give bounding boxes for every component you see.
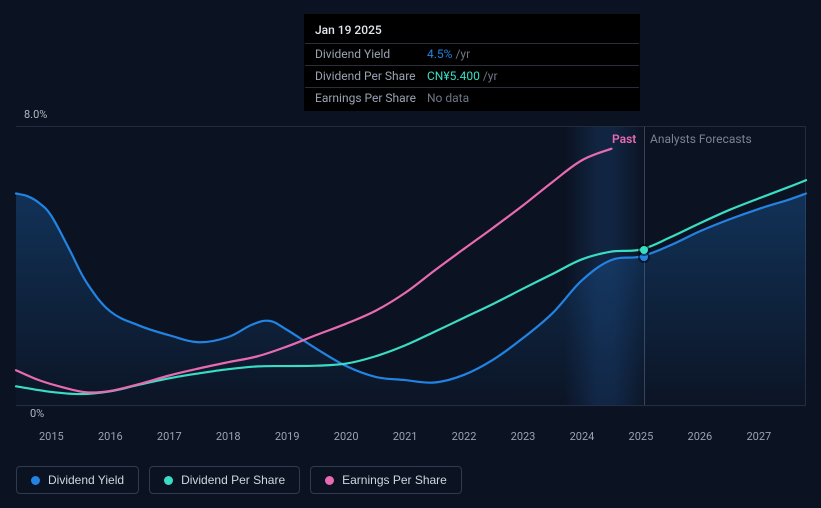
tooltip-date: Jan 19 2025 bbox=[305, 21, 639, 43]
x-tick-label: 2023 bbox=[511, 430, 536, 443]
chart-container: 8.0% 0% Past Analysts Forecasts 2015 2016… bbox=[0, 0, 821, 508]
legend-toggle-button[interactable]: Dividend Per Share bbox=[149, 466, 300, 494]
tooltip-row-label: Dividend Yield bbox=[315, 46, 427, 63]
x-tick-label: 2019 bbox=[275, 430, 300, 443]
x-axis-ticks: 2015 2016 2017 2018 2019 2020 2021 2022 2023 2024… bbox=[16, 430, 806, 450]
series-svg bbox=[16, 127, 806, 405]
hover-tooltip: Jan 19 2025 Dividend Yield4.5%/yrDividen… bbox=[304, 14, 640, 111]
legend-toggle-button[interactable]: Dividend Yield bbox=[16, 466, 139, 494]
tooltip-row-label: Dividend Per Share bbox=[315, 68, 427, 85]
y-axis-min-label: 0% bbox=[30, 407, 44, 420]
tooltip-row: Dividend Per ShareCN¥5.400/yr bbox=[305, 65, 639, 87]
legend-dot-icon bbox=[31, 476, 40, 485]
x-tick-label: 2022 bbox=[452, 430, 477, 443]
legend-label: Earnings Per Share bbox=[342, 473, 447, 487]
legend-toggle-button[interactable]: Earnings Per Share bbox=[310, 466, 462, 494]
tooltip-row: Dividend Yield4.5%/yr bbox=[305, 43, 639, 65]
plot-area[interactable] bbox=[16, 126, 806, 406]
tooltip-row-value: No data bbox=[427, 90, 469, 107]
x-tick-label: 2018 bbox=[216, 430, 241, 443]
x-tick-label: 2026 bbox=[688, 430, 713, 443]
series-marker bbox=[640, 246, 648, 254]
tooltip-row: Earnings Per ShareNo data bbox=[305, 87, 639, 109]
legend-dot-icon bbox=[164, 476, 173, 485]
x-tick-label: 2027 bbox=[746, 430, 771, 443]
legend-label: Dividend Yield bbox=[48, 473, 124, 487]
x-tick-label: 2017 bbox=[157, 430, 182, 443]
tooltip-row-value: CN¥5.400 bbox=[427, 68, 480, 85]
tooltip-row-value: 4.5% bbox=[427, 46, 452, 63]
legend-dot-icon bbox=[325, 476, 334, 485]
tooltip-row-suffix: /yr bbox=[455, 46, 470, 63]
x-tick-label: 2015 bbox=[39, 430, 64, 443]
x-tick-label: 2016 bbox=[98, 430, 123, 443]
past-region-label: Past bbox=[612, 132, 636, 146]
legend-label: Dividend Per Share bbox=[181, 473, 285, 487]
y-axis-max-label: 8.0% bbox=[24, 108, 47, 121]
x-tick-label: 2020 bbox=[334, 430, 359, 443]
series-marker bbox=[640, 253, 648, 261]
tooltip-row-label: Earnings Per Share bbox=[315, 90, 427, 107]
x-tick-label: 2025 bbox=[629, 430, 654, 443]
tooltip-row-suffix: /yr bbox=[483, 68, 498, 85]
x-tick-label: 2021 bbox=[393, 430, 418, 443]
x-tick-label: 2024 bbox=[570, 430, 595, 443]
forecast-region-label: Analysts Forecasts bbox=[650, 132, 752, 146]
legend-bar: Dividend Yield Dividend Per Share Earnings… bbox=[16, 466, 462, 494]
